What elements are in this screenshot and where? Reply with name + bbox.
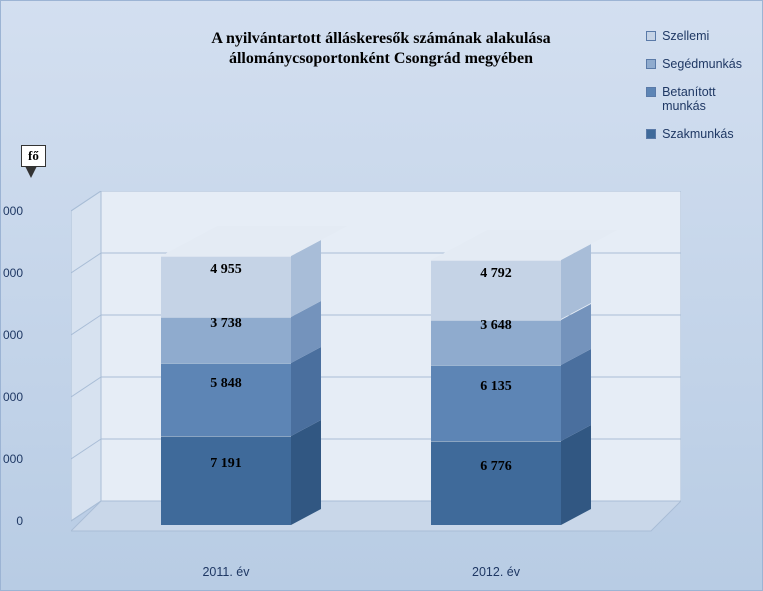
legend-swatch (646, 59, 656, 69)
bars-container: 7 191 5 848 3 738 4 955 6 776 6 135 3 648 4 792 (71, 191, 681, 541)
chart-plot-area: 05 00010 00015 00020 00025 000 7 1915 84… (71, 191, 681, 541)
legend-item: Betanított munkás (646, 85, 742, 113)
y-axis-unit-label: fő (28, 148, 39, 163)
y-axis-unit-callout: fő (21, 145, 46, 178)
bar-segment-side (561, 425, 591, 525)
bar-segment-value-label: 3 648 (431, 318, 561, 334)
bar-segment-value-label: 5 848 (161, 376, 291, 392)
x-tick-label: 2011. év (202, 565, 249, 579)
y-tick-label: 15 000 (0, 328, 23, 342)
x-tick-label: 2012. év (472, 565, 520, 579)
legend-swatch (646, 31, 656, 41)
stacked-bar: 6 776 6 135 3 648 4 792 (431, 215, 591, 525)
chart-title: A nyilvántartott álláskeresők számának a… (151, 29, 611, 69)
legend-item: Szellemi (646, 29, 742, 43)
bar-segment-value-label: 7 191 (161, 456, 291, 472)
bar-segment-side (291, 420, 321, 525)
y-tick-label: 10 000 (0, 390, 23, 404)
bar-segment-value-label: 4 792 (431, 266, 561, 282)
y-tick-label: 20 000 (0, 266, 23, 280)
legend-item: Szakmunkás (646, 127, 742, 141)
bar-segment-value-label: 4 955 (161, 262, 291, 278)
bar-segment-value-label: 6 776 (431, 459, 561, 475)
bar-segment-front (161, 363, 291, 436)
legend-swatch (646, 129, 656, 139)
y-tick-label: 5 000 (0, 452, 23, 466)
legend-swatch (646, 87, 656, 97)
title-line-2: állománycsoportonként Csongrád megyében (229, 50, 533, 67)
y-tick-label: 25 000 (0, 204, 23, 218)
legend-label: Betanított munkás (662, 85, 716, 113)
bar-segment-value-label: 6 135 (431, 379, 561, 395)
bar-segment-front (431, 441, 561, 525)
legend-item: Segédmunkás (646, 57, 742, 71)
legend-label: Szellemi (662, 29, 709, 43)
bar-segment-front (431, 365, 561, 441)
bar-segment-value-label: 3 738 (161, 316, 291, 332)
legend-label: Szakmunkás (662, 127, 734, 141)
stacked-bar: 7 191 5 848 3 738 4 955 (161, 215, 321, 525)
title-line-1: A nyilvántartott álláskeresők számának a… (211, 30, 550, 47)
bar-segment-front (161, 436, 291, 525)
y-tick-label: 0 (0, 514, 23, 528)
legend: Szellemi Segédmunkás Betanított munkás Szak… (646, 29, 742, 155)
legend-label: Segédmunkás (662, 57, 742, 71)
